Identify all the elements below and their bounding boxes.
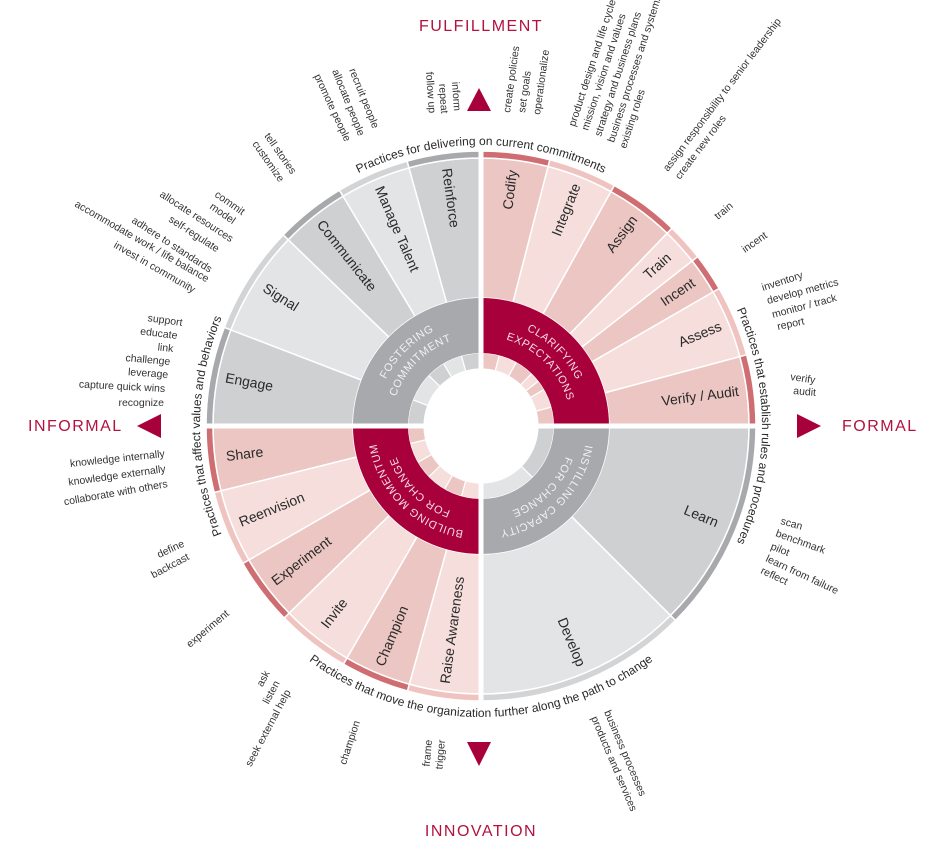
annotation-verify-audit: audit bbox=[793, 385, 817, 399]
hub-fostering bbox=[353, 298, 481, 426]
segment-band-communicate bbox=[282, 189, 344, 241]
annotation-assign: assign responsibility to senior leadersh… bbox=[661, 16, 784, 174]
annotation-reinforce: repeat bbox=[436, 83, 450, 114]
direction-markers: FULFILLMENT INNOVATION INFORMAL FORMAL bbox=[28, 18, 918, 840]
annotation-engage: link bbox=[157, 341, 175, 355]
segment-band-invite bbox=[283, 612, 349, 666]
annotation-engage: capture quick wins bbox=[79, 378, 166, 395]
annotation-assess: report bbox=[776, 315, 805, 332]
hub-instilling bbox=[481, 426, 609, 554]
direction-bottom-label: INNOVATION bbox=[425, 823, 537, 840]
annotation-incent: incent bbox=[740, 230, 770, 256]
segment-band-manage-talent bbox=[338, 160, 410, 198]
annotation-reinforce: follow up bbox=[423, 71, 438, 113]
wheel-segments bbox=[205, 150, 757, 702]
direction-top-label: FULFILLMENT bbox=[419, 18, 543, 35]
arrow-left-icon bbox=[137, 414, 161, 438]
direction-left-label: INFORMAL bbox=[28, 418, 123, 435]
hub-building bbox=[353, 426, 481, 554]
segment-band-signal bbox=[223, 233, 290, 331]
annotation-verify-audit: verify bbox=[790, 371, 817, 386]
annotation-champion: champion bbox=[337, 719, 363, 766]
annotation-raise-awareness: frame bbox=[421, 739, 435, 767]
segment-band-raise-awareness bbox=[406, 683, 482, 702]
segment-band-reenvision bbox=[213, 489, 250, 565]
annotation-engage: leverage bbox=[128, 366, 169, 381]
segment-band-experiment bbox=[241, 558, 291, 620]
annotation-raise-awareness: trigger bbox=[433, 739, 448, 770]
annotation-engage: recognize bbox=[118, 397, 164, 409]
segment-label-share: Share bbox=[225, 443, 264, 463]
wheel-center bbox=[424, 369, 538, 483]
segment-label-codify: Codify bbox=[499, 169, 520, 210]
annotation-engage: educate bbox=[140, 326, 179, 342]
annotation-experiment: experiment bbox=[184, 608, 232, 651]
inner-ring-verify-audit bbox=[535, 406, 555, 427]
hub-clarifying bbox=[481, 298, 609, 426]
segment-band-champion bbox=[342, 657, 411, 692]
annotation-train: train bbox=[712, 200, 735, 222]
annotation-codify: set goals bbox=[516, 70, 534, 113]
annotation-engage: challenge bbox=[125, 352, 171, 368]
inner-ring-raise-awareness bbox=[460, 480, 482, 500]
annotation-engage: support bbox=[147, 312, 183, 329]
arrow-up-icon bbox=[467, 88, 491, 111]
arrow-down-icon bbox=[467, 742, 491, 766]
segment-band-engage bbox=[205, 326, 232, 427]
annotation-reinforce: inform bbox=[449, 81, 463, 111]
arrow-right-icon bbox=[797, 414, 821, 438]
annotation-codify: operationalize bbox=[531, 49, 552, 116]
annotation-learn: scan bbox=[779, 515, 804, 532]
direction-right-label: FORMAL bbox=[842, 418, 918, 435]
quadrant-dividers bbox=[204, 149, 758, 703]
